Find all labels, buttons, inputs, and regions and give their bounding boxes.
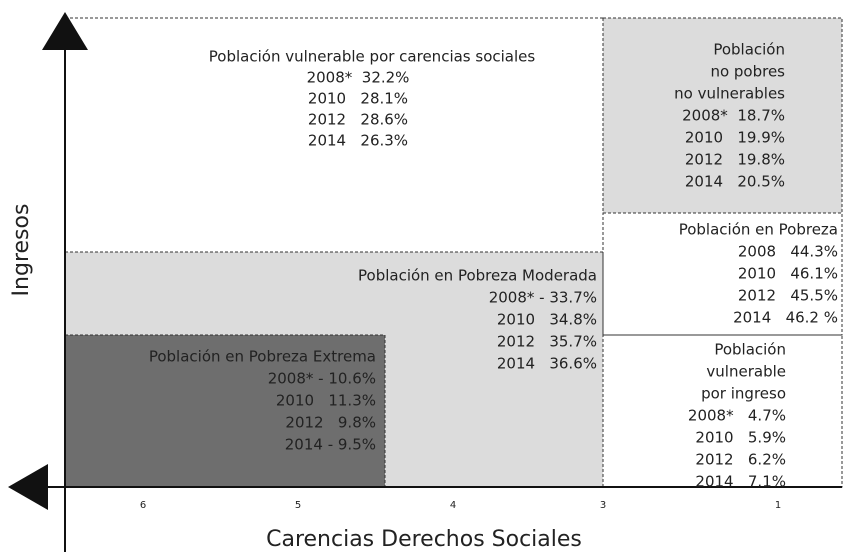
region-line: 2014 26.3% xyxy=(308,132,408,150)
region-line: 2008* 4.7% xyxy=(688,407,786,425)
region-title: Población en Pobreza Extrema xyxy=(149,348,376,366)
y-arrow xyxy=(42,12,88,50)
region-line: 2014 - 9.5% xyxy=(285,436,376,454)
region-title: Población vulnerable por carencias socia… xyxy=(209,48,536,66)
region-line: 2010 34.8% xyxy=(497,311,597,329)
non-poor-box xyxy=(602,17,843,214)
region-line: 2012 19.8% xyxy=(685,151,785,169)
x-axis-label: Carencias Derechos Sociales xyxy=(266,527,582,552)
x-tick-label: 4 xyxy=(450,500,456,511)
y-axis-label: Ingresos xyxy=(9,204,34,297)
region-line: no vulnerables xyxy=(674,85,785,103)
region-line: 2010 28.1% xyxy=(308,90,408,108)
region-title: Población en Pobreza xyxy=(679,221,838,239)
region-line: 2012 6.2% xyxy=(695,451,786,469)
region-line: 2008* - 33.7% xyxy=(489,289,597,307)
region-line: 2014 36.6% xyxy=(497,355,597,373)
region-line: 2010 19.9% xyxy=(685,129,785,147)
region-line: 2008* 32.2% xyxy=(307,69,410,87)
region-line: 2012 9.8% xyxy=(285,414,376,432)
region-title: Población xyxy=(713,41,785,59)
region-line: 2010 46.1% xyxy=(738,265,838,283)
region-line: 2010 11.3% xyxy=(276,392,376,410)
region-line: 2012 45.5% xyxy=(738,287,838,305)
region-line: vulnerable xyxy=(706,363,786,381)
extreme-box xyxy=(64,334,386,488)
region-title: Población en Pobreza Moderada xyxy=(358,267,597,285)
poverty-box xyxy=(602,212,843,336)
region-line: 2010 5.9% xyxy=(695,429,786,447)
region-line: 2014 7.1% xyxy=(695,473,786,491)
region-line: 2014 20.5% xyxy=(685,173,785,191)
region-line: 2012 28.6% xyxy=(308,111,408,129)
region-title: Población xyxy=(714,341,786,359)
region-line: 2012 35.7% xyxy=(497,333,597,351)
region-line: 2008* - 10.6% xyxy=(268,370,376,388)
region-line: por ingreso xyxy=(701,385,786,403)
x-tick-label: 6 xyxy=(140,500,146,511)
x-tick-label: 3 xyxy=(600,500,606,511)
region-line: no pobres xyxy=(710,63,785,81)
x-tick-label: 5 xyxy=(295,500,301,511)
region-line: 2008 44.3% xyxy=(738,243,838,261)
x-arrow xyxy=(8,464,48,510)
x-tick-label: 1 xyxy=(775,500,781,511)
region-line: 2014 46.2 % xyxy=(733,309,838,327)
region-line: 2008* 18.7% xyxy=(682,107,785,125)
